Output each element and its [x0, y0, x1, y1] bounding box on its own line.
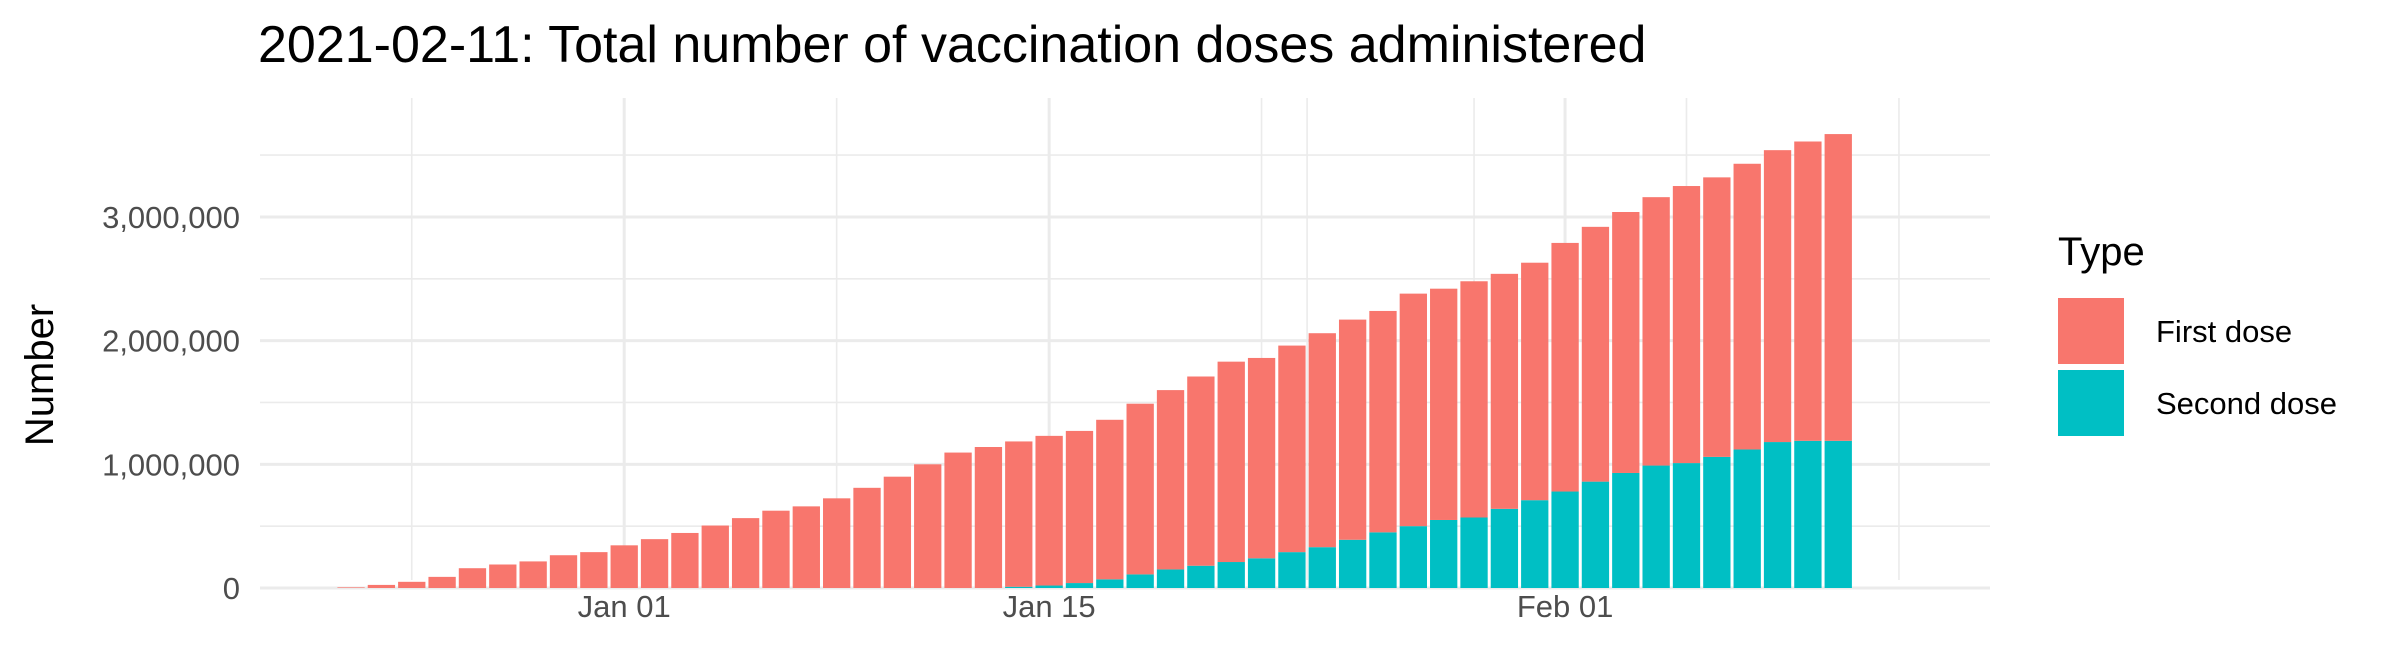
x-axis-ticks: Jan 01 Jan 15 Feb 01: [578, 589, 1614, 624]
y-tick-label: 3,000,000: [102, 200, 240, 235]
bar-first-dose: [1338, 319, 1367, 540]
legend-label: Second dose: [2156, 386, 2337, 421]
bar-first-dose: [853, 487, 881, 588]
bar-second-dose: [1763, 442, 1792, 588]
y-axis-ticks: 0 1,000,000 2,000,000 3,000,000: [102, 200, 240, 606]
bar-first-dose: [1369, 310, 1397, 533]
bar-second-dose: [1733, 449, 1761, 588]
bar-first-dose: [1824, 134, 1852, 441]
bar-second-dose: [1278, 552, 1306, 588]
bar-first-dose: [1733, 163, 1761, 450]
bar-first-dose: [731, 518, 760, 588]
y-tick-label: 0: [223, 571, 240, 606]
bar-first-dose: [1703, 177, 1731, 457]
bar-second-dose: [1430, 519, 1458, 588]
bar-second-dose: [1642, 465, 1670, 588]
bar-second-dose: [1035, 585, 1063, 588]
bar-first-dose: [701, 525, 729, 588]
bar-second-dose: [1096, 579, 1124, 588]
bar-first-dose: [1096, 419, 1124, 580]
bar-first-dose: [1551, 242, 1579, 492]
bars: [337, 134, 1852, 588]
bar-first-dose: [337, 587, 365, 588]
bar-second-dose: [1065, 583, 1094, 588]
bar-first-dose: [1247, 357, 1276, 559]
bar-first-dose: [1521, 262, 1549, 501]
x-tick-label: Jan 15: [1003, 589, 1096, 624]
bar-second-dose: [1672, 463, 1701, 588]
bar-first-dose: [792, 506, 820, 588]
bar-first-dose: [1794, 141, 1822, 441]
bar-first-dose: [823, 498, 851, 588]
bar-first-dose: [1763, 150, 1792, 443]
bar-first-dose: [1065, 430, 1094, 584]
bar-first-dose: [1612, 212, 1640, 473]
y-tick-label: 1,000,000: [102, 447, 240, 482]
bar-first-dose: [519, 561, 547, 588]
legend-swatch: [2058, 298, 2124, 364]
bar-first-dose: [610, 545, 638, 588]
bar-first-dose: [1581, 226, 1610, 482]
bar-second-dose: [1794, 440, 1822, 588]
bar-second-dose: [1399, 526, 1427, 588]
legend-title: Type: [2058, 230, 2145, 274]
bar-first-dose: [1308, 333, 1336, 548]
bar-first-dose: [489, 564, 517, 588]
bar-first-dose: [1642, 197, 1670, 466]
bar-first-dose: [974, 447, 1003, 588]
y-tick-label: 2,000,000: [102, 324, 240, 359]
x-tick-label: Jan 01: [578, 589, 671, 624]
bar-second-dose: [1460, 517, 1488, 588]
bar-second-dose: [1369, 532, 1397, 588]
bar-second-dose: [1551, 491, 1579, 588]
bar-first-dose: [580, 552, 608, 588]
bar-first-dose: [671, 532, 699, 588]
bar-first-dose: [944, 452, 972, 588]
bar-first-dose: [367, 584, 396, 588]
bar-second-dose: [1217, 562, 1245, 588]
bar-first-dose: [762, 510, 790, 588]
bar-first-dose: [883, 476, 912, 588]
bar-second-dose: [1703, 456, 1731, 588]
bar-second-dose: [1126, 574, 1154, 588]
bar-first-dose: [1278, 345, 1306, 553]
legend: Type First dose Second dose: [2058, 230, 2337, 436]
bar-second-dose: [1156, 569, 1185, 588]
bar-first-dose: [1005, 441, 1033, 587]
bar-first-dose: [1430, 288, 1458, 520]
bar-first-dose: [1156, 390, 1185, 570]
bar-second-dose: [1612, 472, 1640, 588]
legend-swatch: [2058, 370, 2124, 436]
bar-first-dose: [1035, 435, 1063, 586]
bar-second-dose: [1581, 481, 1610, 588]
bar-second-dose: [1005, 586, 1033, 588]
y-axis-label: Number: [18, 304, 62, 446]
bar-second-dose: [1338, 539, 1367, 588]
bar-first-dose: [914, 464, 942, 588]
bar-first-dose: [1399, 293, 1427, 527]
x-tick-label: Feb 01: [1517, 589, 1614, 624]
bar-second-dose: [1247, 558, 1276, 588]
bar-first-dose: [458, 568, 487, 588]
bar-first-dose: [428, 576, 456, 588]
bar-second-dose: [1521, 500, 1549, 588]
bar-first-dose: [398, 581, 426, 588]
bar-first-dose: [1490, 273, 1519, 509]
bar-first-dose: [549, 555, 578, 588]
bar-first-dose: [1126, 403, 1154, 575]
bar-second-dose: [1490, 508, 1519, 588]
chart-title: 2021-02-11: Total number of vaccination …: [258, 16, 1646, 74]
bar-first-dose: [1187, 376, 1215, 566]
bar-second-dose: [1187, 565, 1215, 588]
bar-second-dose: [1824, 440, 1852, 588]
bar-first-dose: [1217, 361, 1245, 563]
bar-first-dose: [640, 539, 669, 588]
bar-second-dose: [1308, 547, 1336, 588]
legend-label: First dose: [2156, 314, 2292, 349]
bar-first-dose: [1460, 281, 1488, 518]
bar-first-dose: [1672, 186, 1701, 464]
